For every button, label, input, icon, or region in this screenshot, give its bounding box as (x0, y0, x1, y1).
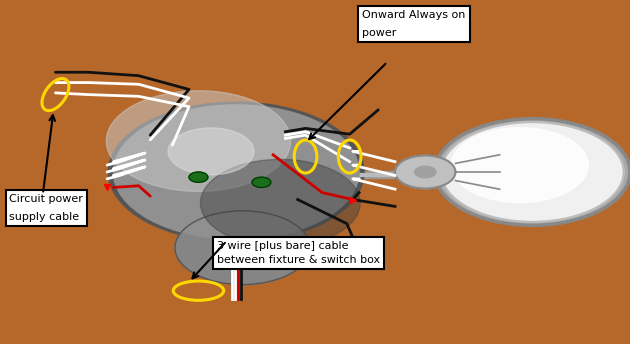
Circle shape (200, 159, 360, 247)
Circle shape (441, 122, 624, 222)
Circle shape (451, 128, 588, 203)
Circle shape (108, 102, 364, 242)
Circle shape (435, 119, 630, 225)
Circle shape (395, 155, 455, 189)
Circle shape (189, 172, 208, 182)
Circle shape (106, 91, 290, 191)
Circle shape (415, 166, 436, 178)
Text: Circuit power
supply cable: Circuit power supply cable (9, 194, 83, 222)
Text: 3 wire [plus bare] cable
between fixture & switch box: 3 wire [plus bare] cable between fixture… (217, 241, 381, 265)
Circle shape (252, 177, 271, 187)
Circle shape (168, 128, 254, 175)
Text: Onward Always on
power: Onward Always on power (362, 10, 466, 38)
Circle shape (113, 105, 359, 239)
Circle shape (175, 211, 310, 284)
